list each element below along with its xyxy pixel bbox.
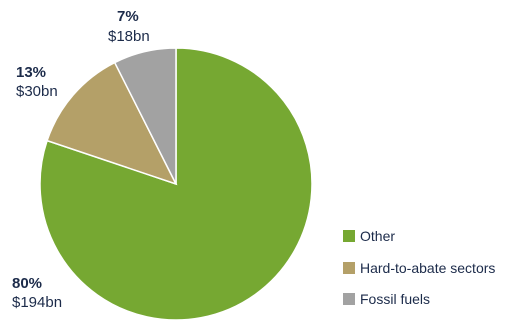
other-percent-label: 80% xyxy=(12,275,42,292)
legend-label-hard-to-abate: Hard-to-abate sectors xyxy=(360,260,495,276)
fossil-fuels-amount-label: $18bn xyxy=(108,28,150,45)
legend-label-fossil-fuels: Fossil fuels xyxy=(360,291,430,307)
pie-slices xyxy=(39,47,313,321)
pie-slice-hard-to-abate xyxy=(46,61,178,186)
legend-label-other: Other xyxy=(360,228,395,244)
legend-swatch-hard-to-abate xyxy=(343,262,355,274)
legend-swatch-other xyxy=(343,230,355,242)
hard-to-abate-amount-label: $30bn xyxy=(16,83,58,100)
legend-swatch-fossil-fuels xyxy=(343,293,355,305)
pie-slice-fossil-fuels xyxy=(113,47,177,185)
other-amount-label: $194bn xyxy=(12,294,62,311)
fossil-fuels-percent-label: 7% xyxy=(117,8,139,25)
legend: Other Hard-to-abate sectors Fossil fuels xyxy=(343,228,495,307)
hard-to-abate-percent-label: 13% xyxy=(16,64,46,81)
